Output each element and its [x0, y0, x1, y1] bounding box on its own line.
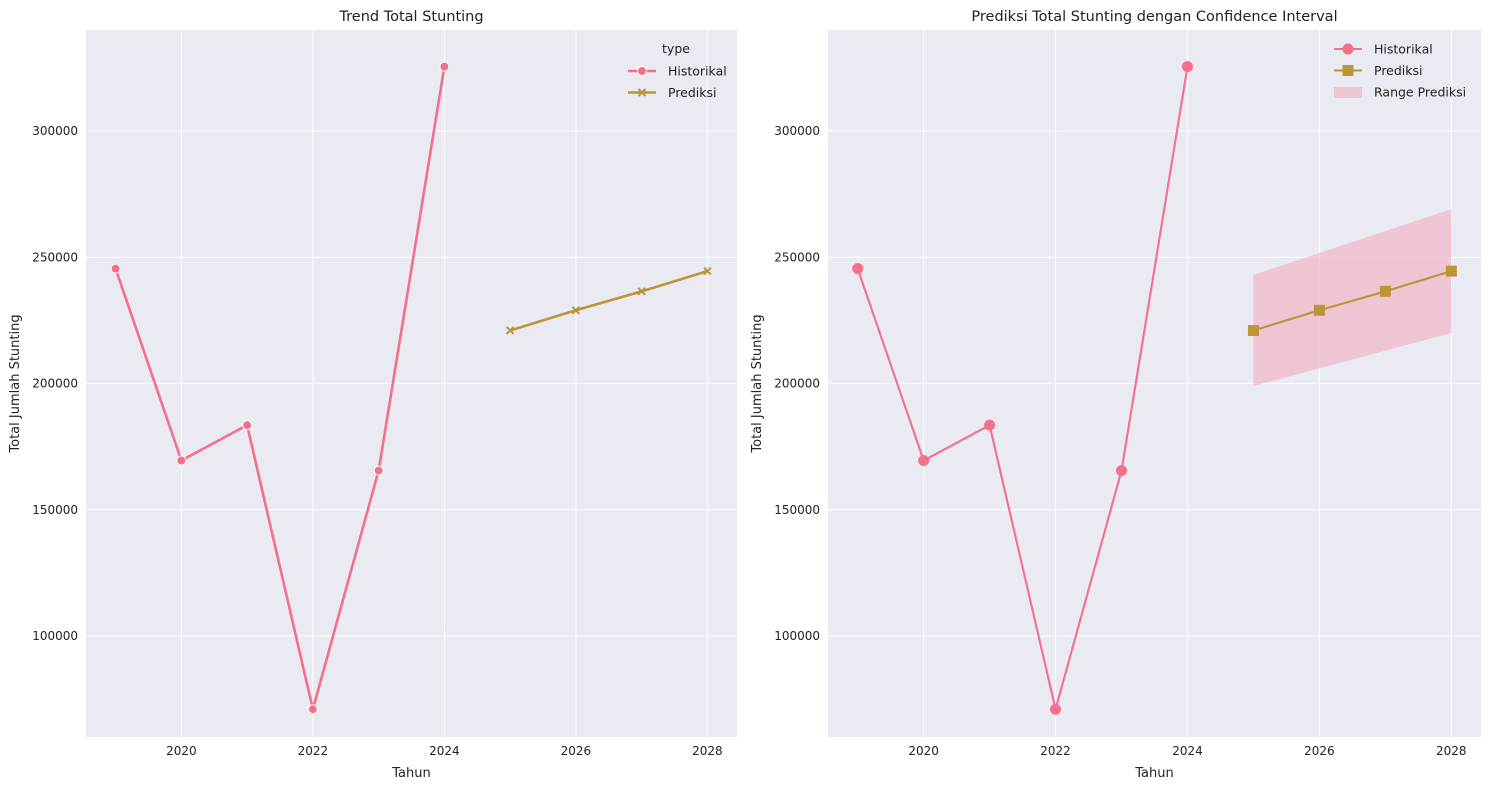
chart-1-legend-marker: [637, 66, 647, 76]
chart-1-title: Trend Total Stunting: [338, 9, 483, 25]
chart-2-point-historikal: [1116, 465, 1128, 477]
chart-2-series-line-prediksi: [1253, 270, 1452, 332]
chart-2-legend-marker: [1342, 43, 1354, 55]
chart-1-point-prediksi: [571, 306, 581, 315]
chart-1-point-prediksi: [703, 266, 712, 276]
chart-2-y-tick-label: 300000: [774, 124, 820, 138]
chart-2-legend-label: Range Prediksi: [1374, 85, 1466, 100]
chart-2-point-prediksi: [1247, 324, 1259, 336]
chart-1-y-tick-label: 150000: [32, 503, 78, 517]
chart-2-x-axis-label: Tahun: [1134, 766, 1173, 781]
chart-1-y-tick-label: 200000: [32, 377, 78, 391]
chart-1-point-historikal: [307, 704, 318, 715]
chart-1-x-tick-label: 2028: [692, 744, 723, 758]
chart-1-point-prediksi: [505, 326, 515, 335]
chart-2-series-line-historikal: [856, 66, 1189, 711]
chart-1-y-tick-label: 250000: [32, 250, 78, 264]
chart-2-legend-marker: [1342, 65, 1354, 76]
chart-1-y-tick-label: 100000: [32, 629, 78, 643]
chart-2-x-tick-label: 2020: [908, 744, 939, 758]
chart-2-legend: Historikal Prediksi Range Prediksi: [1334, 42, 1466, 100]
chart-2-x-tick-label: 2024: [1172, 744, 1203, 758]
chart-1-legend-label: Prediksi: [668, 85, 717, 100]
chart-1-legend: type Historikal Prediksi: [628, 41, 727, 100]
chart-2-legend-label: Prediksi: [1374, 63, 1423, 78]
chart-1-point-prediksi: [637, 287, 646, 296]
chart-2-y-tick-label: 250000: [774, 250, 820, 264]
chart-2-point-historikal: [918, 455, 930, 467]
chart-1-y-axis-label: Total Jumlah Stunting: [8, 314, 23, 453]
chart-2-point-historikal: [1181, 61, 1193, 73]
chart-1-x-tick-label: 2020: [166, 744, 197, 758]
chart-1-legend-label: Historikal: [668, 64, 727, 79]
chart-1-series-line-historikal: [114, 66, 446, 711]
chart-2-legend-swatch: [1334, 87, 1362, 98]
chart-2-point-historikal: [984, 419, 996, 431]
chart-1-x-tick-label: 2024: [429, 744, 460, 758]
chart-1-point-historikal: [176, 455, 187, 466]
chart-2-point-historikal: [852, 263, 864, 275]
chart-2-confidence-band: [1253, 209, 1452, 387]
chart-2-legend-label: Historikal: [1374, 42, 1433, 57]
chart-2-title: Prediksi Total Stunting dengan Confidenc…: [971, 9, 1337, 25]
chart-2-x-tick-label: 2028: [1436, 744, 1467, 758]
chart-2-y-tick-label: 200000: [774, 377, 820, 391]
chart-2-point-prediksi: [1313, 304, 1325, 316]
chart-1-point-historikal: [373, 465, 384, 476]
chart-2-point-historikal: [1050, 703, 1062, 715]
chart-2-x-tick-label: 2026: [1304, 744, 1335, 758]
chart-1-legend-marker: [637, 88, 647, 97]
chart-1-point-historikal: [242, 420, 253, 431]
chart-1-x-tick-label: 2026: [561, 744, 592, 758]
chart-1-point-historikal: [439, 61, 450, 72]
chart-1-x-tick-label: 2022: [298, 744, 329, 758]
chart-2-point-prediksi: [1445, 265, 1457, 277]
chart-1-series-line-prediksi: [509, 269, 708, 332]
chart-2-y-axis-label: Total Jumlah Stunting: [750, 314, 765, 453]
chart-2: 2020 2022 2024 2026 2028 100000 150000 200000 25…: [750, 9, 1481, 781]
chart-1-y-tick-label: 300000: [32, 124, 78, 138]
chart-1-legend-title: type: [662, 41, 690, 56]
chart-1: 2020 2022 2024 2026 2028 100000 150000 200000 25…: [8, 9, 737, 781]
chart-2-point-prediksi: [1379, 285, 1391, 297]
chart-2-y-tick-label: 150000: [774, 503, 820, 517]
chart-2-y-tick-label: 100000: [774, 629, 820, 643]
chart-2-x-tick-label: 2022: [1040, 744, 1071, 758]
chart-1-point-historikal: [110, 263, 121, 274]
chart-1-x-axis-label: Tahun: [391, 766, 430, 781]
